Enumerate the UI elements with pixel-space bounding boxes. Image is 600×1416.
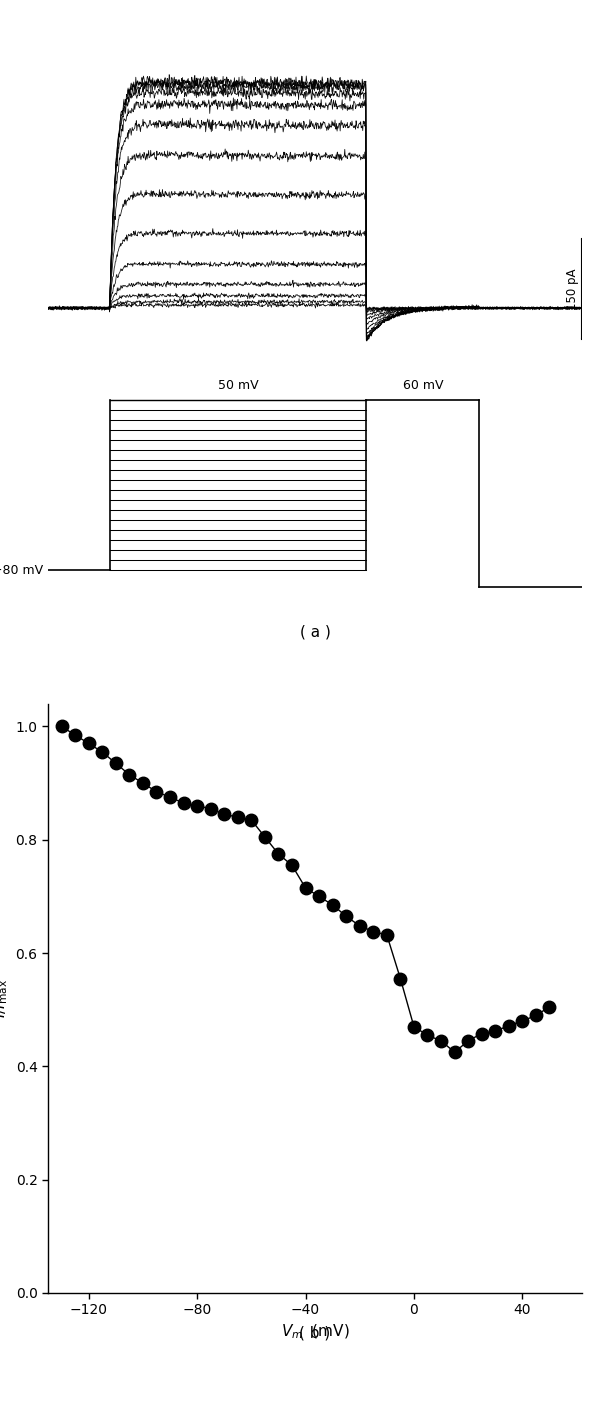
Text: 50 mV: 50 mV (218, 378, 258, 392)
Text: 150 pA: 150 pA (566, 268, 580, 310)
Text: ( a ): ( a ) (299, 624, 331, 640)
Text: 60 mV: 60 mV (403, 378, 443, 392)
X-axis label: $V_m$  (mV): $V_m$ (mV) (281, 1323, 349, 1341)
Text: −80 mV: −80 mV (0, 564, 43, 576)
Text: ( b ): ( b ) (299, 1325, 331, 1340)
Y-axis label: $I/I_\mathrm{max}$: $I/I_\mathrm{max}$ (0, 978, 10, 1018)
